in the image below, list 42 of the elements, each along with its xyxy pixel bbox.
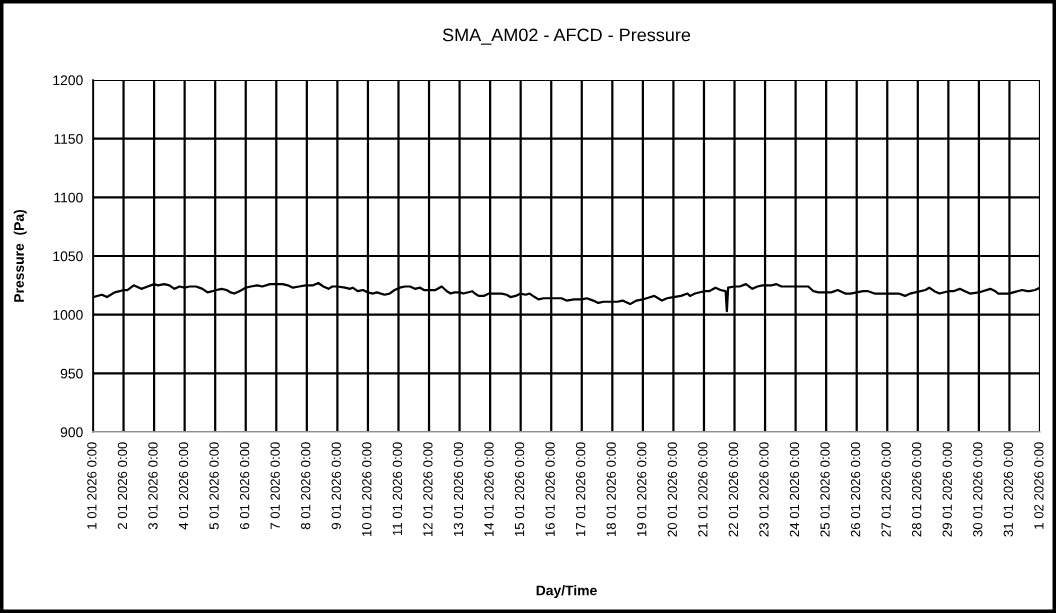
x-tick-label: 1 01 2026 0:00 <box>87 442 97 529</box>
x-tick-label: 16 01 2026 0:00 <box>545 442 555 537</box>
x-tick-label: 2 01 2026 0:00 <box>117 442 128 530</box>
y-tick-label: 950 <box>60 368 83 379</box>
x-tick-label: 30 01 2026 0:00 <box>973 442 983 537</box>
x-tick-label: 14 01 2026 0:00 <box>484 442 494 537</box>
x-tick-label: 7 01 2026 0:00 <box>270 442 280 530</box>
x-tick-label: 10 01 2026 0:00 <box>362 442 372 537</box>
x-tick-label: 25 01 2026 0:00 <box>820 442 830 537</box>
x-tick-label: 6 01 2026 0:00 <box>239 442 250 530</box>
x-tick-label: 4 01 2026 0:00 <box>178 442 189 530</box>
y-tick-label: 900 <box>60 427 83 438</box>
x-tick-label: 21 01 2026 0:00 <box>698 442 708 537</box>
chart-title: SMA_AM02 - AFCD - Pressure <box>442 28 691 45</box>
x-tick-label: 3 01 2026 0:00 <box>148 442 158 530</box>
x-tick-label: 5 01 2026 0:00 <box>209 442 219 530</box>
x-tick-label: 1 02 2026 0:00 <box>1034 442 1044 529</box>
x-tick-label: 8 01 2026 0:00 <box>301 442 311 530</box>
x-tick-label: 12 01 2026 0:00 <box>423 442 433 537</box>
x-axis-title: Day/Time <box>536 585 597 599</box>
x-tick-label: 18 01 2026 0:00 <box>606 442 616 537</box>
y-tick-label: 1200 <box>53 75 83 86</box>
y-tick-label: 1000 <box>53 310 83 320</box>
x-tick-label: 17 01 2026 0:00 <box>575 442 586 537</box>
x-tick-label: 9 01 2026 0:00 <box>331 442 341 530</box>
x-tick-label: 28 01 2026 0:00 <box>912 442 922 537</box>
x-tick-label: 20 01 2026 0:00 <box>667 442 677 537</box>
y-axis-title: Pressure (Pa) <box>13 209 27 302</box>
x-tick-label: 31 01 2026 0:00 <box>1003 442 1013 537</box>
x-tick-label: 27 01 2026 0:00 <box>881 442 891 537</box>
y-tick-label: 1150 <box>54 134 83 144</box>
x-tick-label: 26 01 2026 0:00 <box>850 442 861 537</box>
x-tick-label: 29 01 2026 0:00 <box>942 442 952 537</box>
x-tick-label: 22 01 2026 0:00 <box>728 442 739 537</box>
x-tick-label: 24 01 2026 0:00 <box>789 442 800 537</box>
x-tick-label: 13 01 2026 0:00 <box>453 442 464 537</box>
x-tick-label: 23 01 2026 0:00 <box>759 442 769 537</box>
y-tick-label: 1050 <box>53 251 83 262</box>
y-tick-label: 1100 <box>54 192 83 203</box>
x-tick-label: 11 01 2026 0:00 <box>392 442 403 536</box>
x-tick-label: 19 01 2026 0:00 <box>637 442 647 537</box>
x-tick-label: 15 01 2026 0:00 <box>514 442 525 537</box>
